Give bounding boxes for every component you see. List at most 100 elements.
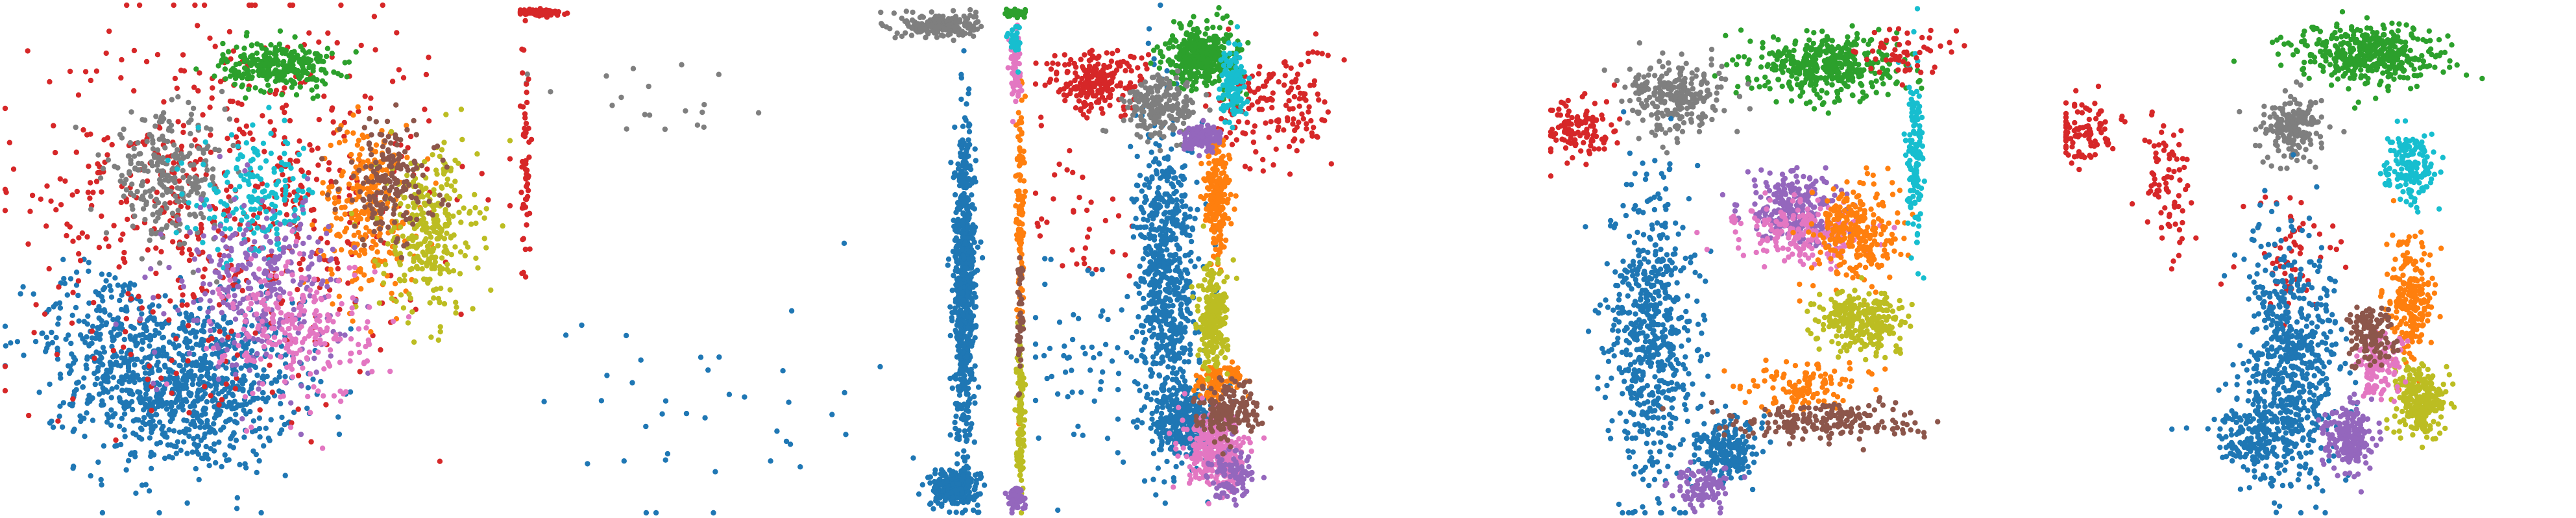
data-point	[953, 19, 959, 25]
data-point	[140, 338, 145, 343]
data-point	[412, 160, 418, 166]
data-point	[343, 389, 349, 395]
data-point	[208, 132, 213, 138]
data-point	[287, 221, 293, 228]
data-point	[273, 91, 278, 97]
data-point	[276, 339, 282, 345]
data-point	[66, 332, 71, 338]
data-point	[191, 317, 197, 323]
data-point	[167, 200, 173, 206]
data-point	[91, 355, 97, 362]
data-point	[445, 202, 452, 208]
data-point	[131, 47, 138, 54]
data-point	[417, 258, 423, 264]
data-point	[254, 225, 260, 231]
data-point	[450, 268, 457, 274]
data-point	[332, 206, 338, 212]
data-point	[289, 228, 295, 234]
data-point	[366, 142, 372, 147]
data-point	[307, 287, 313, 293]
data-point	[324, 240, 330, 246]
data-point	[191, 409, 197, 415]
data-point	[182, 430, 188, 436]
data-point	[308, 254, 313, 260]
data-point	[132, 334, 139, 339]
data-point	[313, 340, 319, 347]
data-point	[330, 119, 336, 125]
data-point	[385, 241, 391, 247]
data-point	[952, 237, 958, 243]
data-point	[285, 268, 291, 274]
data-point	[124, 308, 130, 314]
data-point	[229, 406, 235, 412]
data-point	[302, 69, 309, 75]
data-point	[207, 105, 213, 110]
data-point	[236, 60, 243, 67]
scatter-plot-1	[2, 2, 513, 516]
data-point	[434, 236, 440, 242]
data-point	[113, 321, 119, 327]
data-point	[278, 394, 284, 400]
data-point	[202, 352, 208, 359]
data-point	[51, 304, 56, 310]
data-point	[84, 132, 90, 138]
data-point	[10, 166, 17, 172]
data-point	[86, 164, 91, 169]
data-point	[282, 139, 289, 145]
data-point	[403, 210, 409, 216]
data-point	[967, 425, 974, 431]
data-point	[242, 239, 248, 245]
data-point	[198, 221, 204, 228]
data-point	[228, 248, 234, 254]
data-point	[121, 249, 127, 256]
series-gray	[524, 6, 984, 132]
data-point	[378, 347, 383, 353]
data-point	[955, 317, 962, 323]
data-point	[463, 240, 468, 246]
data-point	[130, 223, 136, 229]
data-point	[311, 355, 317, 362]
data-point	[123, 358, 129, 364]
data-point	[254, 214, 261, 221]
data-point	[282, 85, 287, 91]
data-point	[956, 392, 963, 398]
data-point	[215, 364, 221, 369]
data-point	[326, 361, 332, 367]
data-point	[679, 62, 685, 68]
data-point	[877, 364, 883, 370]
data-point	[62, 178, 68, 184]
data-point	[427, 300, 433, 306]
data-point	[321, 393, 326, 399]
data-point	[46, 265, 52, 272]
data-point	[243, 123, 249, 129]
data-point	[221, 299, 226, 306]
data-point	[426, 258, 431, 264]
data-point	[121, 427, 127, 433]
data-point	[418, 206, 424, 212]
data-point	[241, 327, 247, 332]
data-point	[894, 30, 900, 36]
data-point	[274, 47, 280, 54]
data-point	[957, 330, 963, 336]
data-point	[410, 173, 416, 179]
data-point	[134, 375, 140, 380]
data-point	[437, 458, 443, 464]
data-point	[277, 354, 284, 360]
data-point	[121, 126, 127, 132]
data-point	[919, 14, 925, 19]
data-point	[424, 243, 431, 249]
data-point	[453, 299, 459, 305]
data-point	[193, 187, 199, 193]
data-point	[227, 319, 234, 325]
data-point	[235, 332, 241, 339]
data-point	[230, 48, 237, 54]
data-point	[346, 265, 352, 271]
data-point	[966, 91, 971, 97]
data-point	[181, 68, 188, 74]
data-point	[194, 247, 200, 253]
data-point	[255, 68, 261, 74]
data-point	[208, 258, 214, 264]
data-point	[212, 146, 218, 153]
data-point	[243, 250, 249, 256]
data-point	[235, 156, 241, 162]
